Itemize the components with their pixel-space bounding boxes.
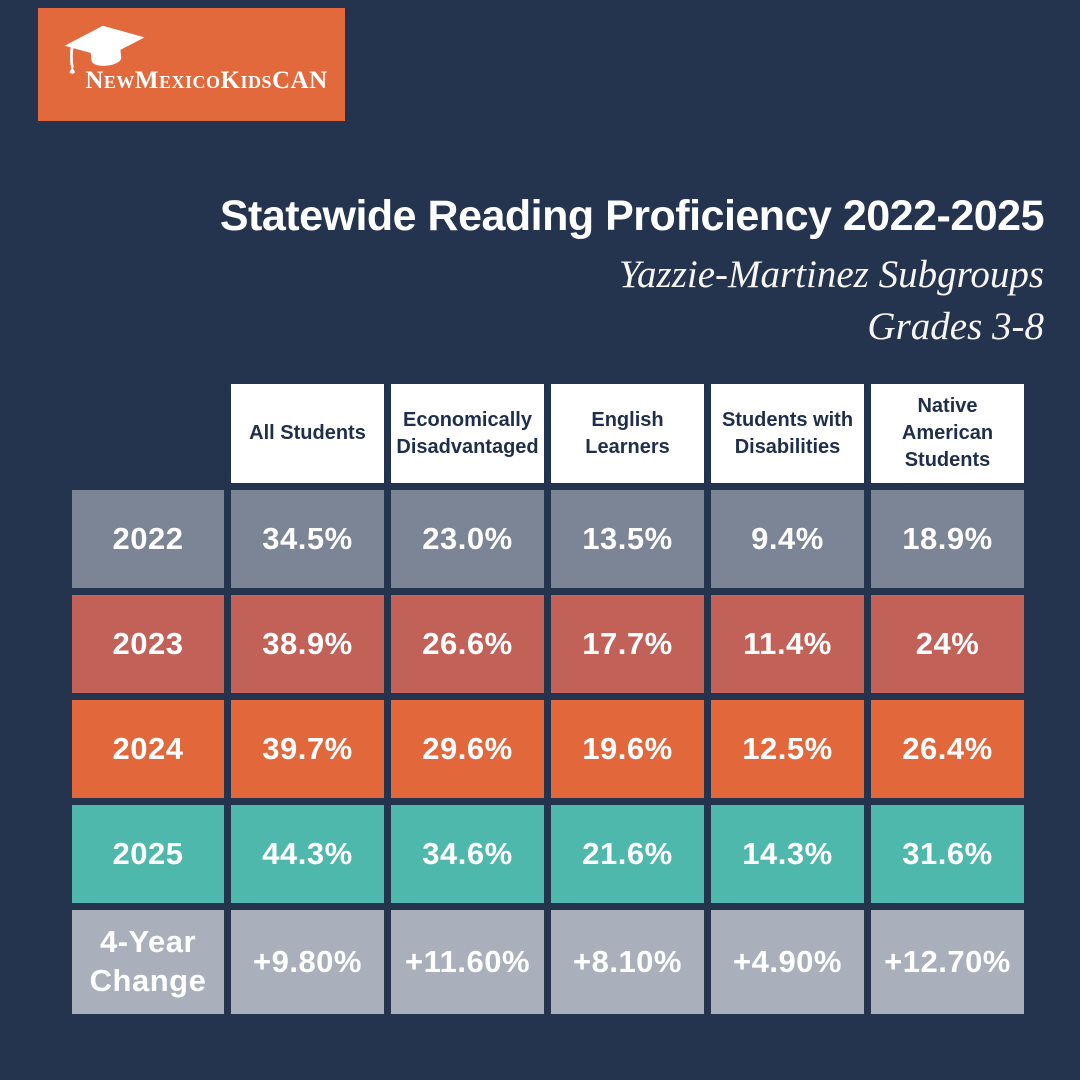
subtitle-line-1: Yazzie-Martinez Subgroups — [618, 253, 1044, 297]
table-cell: 21.6% — [551, 805, 704, 903]
table-cell: 23.0% — [391, 490, 544, 588]
table-cell: +11.60% — [391, 910, 544, 1014]
table-cell: 17.7% — [551, 595, 704, 693]
column-header-all-students: All Students — [231, 384, 384, 483]
table-cell: 9.4% — [711, 490, 864, 588]
table-cell: 38.9% — [231, 595, 384, 693]
column-header-native-american-students: Native American Students — [871, 384, 1024, 483]
column-header-english-learners: English Learners — [551, 384, 704, 483]
table-corner-spacer — [72, 384, 224, 483]
table-cell: 14.3% — [711, 805, 864, 903]
row-label-2025: 2025 — [72, 805, 224, 903]
brand-name: NewMexicoKidsCAN — [85, 67, 328, 94]
table-cell: 13.5% — [551, 490, 704, 588]
table-cell: 39.7% — [231, 700, 384, 798]
subtitle-line-2: Grades 3-8 — [867, 305, 1044, 349]
table-cell: +4.90% — [711, 910, 864, 1014]
table-cell: 24% — [871, 595, 1024, 693]
table-cell: 18.9% — [871, 490, 1024, 588]
row-label-2022: 2022 — [72, 490, 224, 588]
table-cell: +9.80% — [231, 910, 384, 1014]
brand-logo: NewMexicoKidsCAN — [38, 8, 345, 121]
heading-block: Statewide Reading Proficiency 2022-2025 … — [219, 192, 1045, 353]
column-header-economically-disadvantaged: Economically Disadvantaged — [391, 384, 544, 483]
row-label-2024: 2024 — [72, 700, 224, 798]
table-cell: 19.6% — [551, 700, 704, 798]
graduation-cap-icon — [64, 25, 145, 74]
row-label-4-year-change: 4-Year Change — [72, 910, 224, 1014]
table-cell: 29.6% — [391, 700, 544, 798]
table-cell: 26.6% — [391, 595, 544, 693]
table-cell: 44.3% — [231, 805, 384, 903]
table-cell: 34.6% — [391, 805, 544, 903]
table-cell: 11.4% — [711, 595, 864, 693]
proficiency-table: All Students Economically Disadvantaged … — [72, 384, 1024, 1014]
table-cell: 34.5% — [231, 490, 384, 588]
table-cell: 31.6% — [871, 805, 1024, 903]
row-label-2023: 2023 — [72, 595, 224, 693]
table-cell: 12.5% — [711, 700, 864, 798]
column-header-students-with-disabilities: Students with Disabilities — [711, 384, 864, 483]
table-cell: +12.70% — [871, 910, 1024, 1014]
table-cell: +8.10% — [551, 910, 704, 1014]
table-cell: 26.4% — [871, 700, 1024, 798]
page-title: Statewide Reading Proficiency 2022-2025 — [219, 192, 1045, 240]
